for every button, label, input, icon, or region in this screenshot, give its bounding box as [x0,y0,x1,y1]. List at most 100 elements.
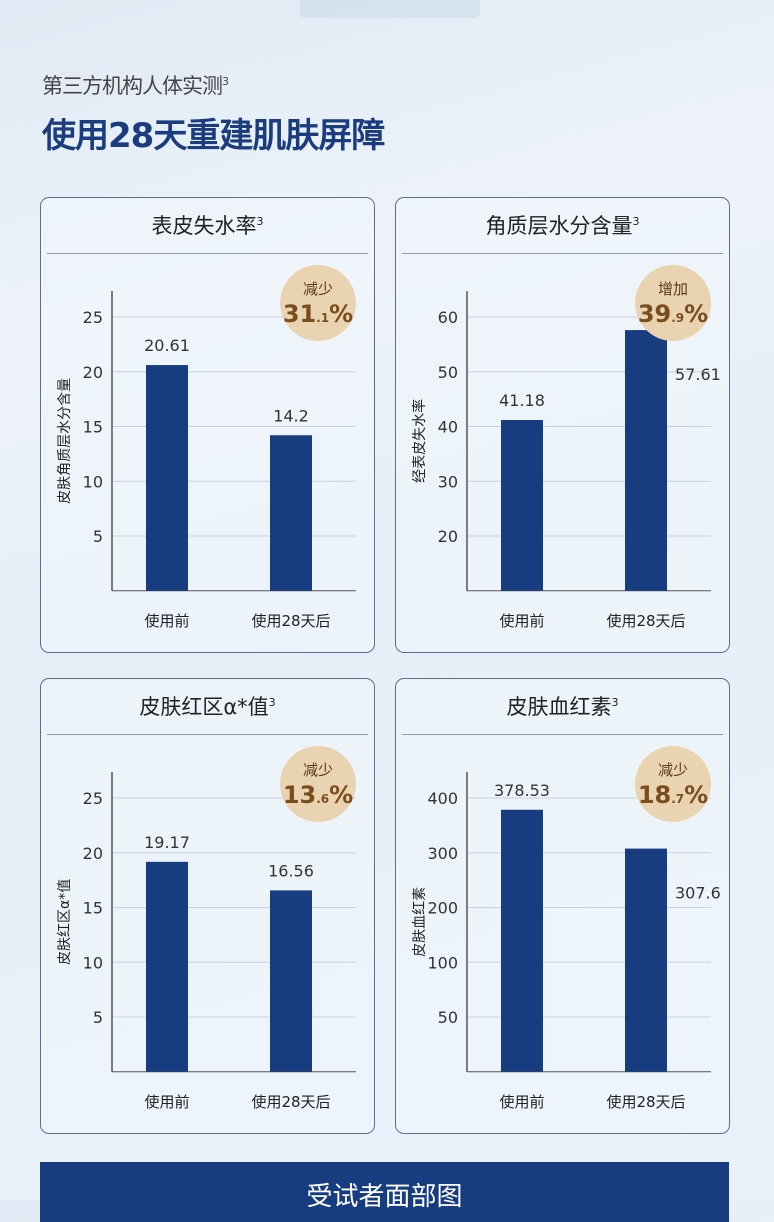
y-axis-label: 皮肤红区α*值 [57,879,73,965]
x-tick-label: 使用28天后 [606,1093,685,1111]
divider [402,253,723,254]
y-tick-label: 100 [427,953,458,972]
change-badge: 减少 31.1% [280,265,356,341]
y-tick-label: 15 [83,418,103,437]
page-title: 使用28天重建肌肤屏障 [42,116,385,156]
bar-value-label: 20.61 [144,336,190,355]
change-badge: 增加 39.9% [635,265,711,341]
change-badge: 减少 13.6% [280,746,356,822]
bar [270,890,312,1072]
chart-title: 角质层水分含量3 [396,210,729,240]
chart-title-text: 皮肤血红素 [506,695,612,719]
badge-pct: % [684,781,708,809]
chart-title: 皮肤红区α*值3 [41,691,374,721]
bar [146,365,188,591]
y-axis-label: 经表皮失水率 [411,399,428,483]
badge-circle [280,265,356,341]
y-tick-label: 300 [427,844,458,863]
y-tick-label: 5 [93,1008,103,1027]
chart-title: 皮肤血红素3 [396,691,729,721]
badge-percent: 13.6% [283,781,353,809]
footnote-mark: 3 [632,215,640,228]
x-tick-label: 使用28天后 [251,1093,330,1111]
footnote-mark: 3 [222,75,229,88]
badge-label: 减少 [303,280,333,298]
badge-minor: .9 [671,311,684,325]
badge-circle [635,746,711,822]
y-tick-label: 15 [83,899,103,918]
footnote-mark: 3 [268,696,276,709]
y-tick-label: 40 [438,418,458,437]
footnote-mark: 3 [611,696,619,709]
y-axis-label: 皮肤角质层水分含量 [57,378,73,504]
bar-chart: 5 10 15 20 25 皮肤角质层水分含量 20.61 使用前 14.2 使用28天后 减少 31… [57,265,356,630]
chart-card-hydration: 角质层水分含量3 20 30 40 50 60 经表皮失水率 41.18 使用前 57.61 使用2… [395,197,730,653]
badge-percent: 31.1% [283,300,353,328]
y-tick-label: 25 [83,308,103,327]
chart-card-redness: 皮肤红区α*值3 5 10 15 20 25 皮肤红区α*值 19.17 使用前 16.56 使用2… [40,678,375,1134]
badge-major: 13 [283,781,316,809]
bar-value-label: 41.18 [499,391,545,410]
bar [146,861,188,1072]
subtitle: 第三方机构人体实测3 [42,70,229,100]
y-tick-label: 400 [427,789,458,808]
bar [625,848,667,1072]
bar [270,435,312,591]
badge-pct: % [684,300,708,328]
badge-percent: 39.9% [638,300,708,328]
x-tick-label: 使用前 [499,612,544,630]
y-tick-label: 20 [83,363,103,382]
change-badge: 减少 18.7% [635,746,711,822]
badge-major: 18 [638,781,671,809]
chart-card-tewl: 表皮失水率3 5 10 15 20 25 皮肤角质层水分含量 20.61 使用前 14.2 使用28… [40,197,375,653]
footnote-mark: 3 [256,215,264,228]
badge-pct: % [329,300,353,328]
y-tick-label: 30 [438,472,458,491]
badge-minor: .6 [316,792,329,806]
y-axis-label: 皮肤血红素 [412,887,428,957]
bar-value-label: 19.17 [144,833,190,852]
bar-value-label: 14.2 [273,406,309,425]
chart-title-text: 皮肤红区α*值 [139,695,269,719]
y-tick-label: 10 [83,472,103,491]
badge-minor: .7 [671,792,684,806]
subtitle-text: 第三方机构人体实测 [42,74,223,98]
badge-major: 31 [283,300,316,328]
x-tick-label: 使用前 [144,612,189,630]
x-tick-label: 使用28天后 [606,612,685,630]
bar-value-label: 307.6 [675,884,721,903]
bar-value-label: 57.61 [675,365,721,384]
y-tick-label: 10 [83,953,103,972]
chart-title-text: 角质层水分含量 [485,214,633,238]
divider [47,734,368,735]
bar [625,330,667,591]
y-tick-label: 5 [93,527,103,546]
y-tick-label: 50 [438,363,458,382]
badge-major: 39 [638,300,671,328]
background-product-image [300,0,480,18]
chart-card-hemoglobin: 皮肤血红素3 50 100 200 300 400 皮肤血红素 378.53 使用前 307.6 使… [395,678,730,1134]
y-tick-label: 20 [83,844,103,863]
y-tick-label: 200 [427,899,458,918]
badge-minor: .1 [316,311,329,325]
bar-chart: 20 30 40 50 60 经表皮失水率 41.18 使用前 57.61 使用28天后 增加 39.… [411,265,721,630]
badge-circle [635,265,711,341]
divider [402,734,723,735]
badge-percent: 18.7% [638,781,708,809]
badge-label: 减少 [303,761,333,779]
y-tick-label: 20 [438,527,458,546]
chart-title-text: 表皮失水率 [151,214,257,238]
badge-pct: % [329,781,353,809]
y-tick-label: 50 [438,1008,458,1027]
bar-chart: 50 100 200 300 400 皮肤血红素 378.53 使用前 307.6 使用28天后 减… [412,746,721,1111]
badge-label: 增加 [658,280,688,298]
bar-value-label: 378.53 [494,781,550,800]
x-tick-label: 使用前 [499,1093,544,1111]
y-tick-label: 25 [83,789,103,808]
bar-value-label: 16.56 [268,861,314,880]
bar [501,809,543,1072]
y-tick-label: 60 [438,308,458,327]
divider [47,253,368,254]
badge-label: 减少 [658,761,688,779]
subject-face-banner: 受试者面部图 [40,1162,729,1222]
